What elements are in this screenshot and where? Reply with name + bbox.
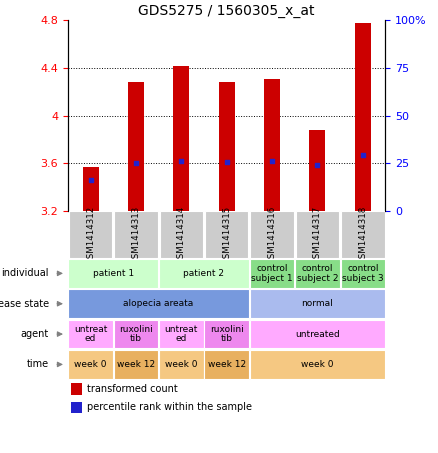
Bar [264,79,280,211]
Text: individual: individual [1,268,49,279]
Text: week 12: week 12 [208,360,246,369]
Text: control
subject 1: control subject 1 [251,264,293,283]
Text: untreat
ed: untreat ed [165,325,198,343]
Text: untreated: untreated [295,330,340,338]
Bar [250,350,385,379]
Bar [83,167,99,211]
Text: week 0: week 0 [301,360,334,369]
Bar [250,259,294,288]
Bar [69,211,112,258]
Text: patient 2: patient 2 [184,269,225,278]
Text: alopecia areata: alopecia areata [124,299,194,308]
Bar [341,211,385,258]
Point [178,157,185,164]
Text: GSM1414318: GSM1414318 [358,205,367,264]
Bar [159,259,249,288]
Bar [68,320,113,348]
Text: time: time [27,359,49,370]
Text: week 0: week 0 [74,360,107,369]
Text: week 0: week 0 [165,360,198,369]
Text: GSM1414316: GSM1414316 [268,205,276,264]
Bar [295,259,339,288]
Text: agent: agent [21,329,49,339]
Title: GDS5275 / 1560305_x_at: GDS5275 / 1560305_x_at [138,4,315,18]
Text: GSM1414312: GSM1414312 [86,205,95,264]
Text: transformed count: transformed count [87,384,178,394]
Bar [250,211,294,258]
Bar [250,320,385,348]
Bar [355,23,371,211]
Bar [159,320,204,348]
Text: disease state: disease state [0,299,49,309]
Bar [68,259,158,288]
Bar [114,320,158,348]
Text: untreat
ed: untreat ed [74,325,107,343]
Point [223,158,230,165]
Bar [173,66,189,211]
Point [87,176,94,183]
Bar [114,211,158,258]
Point [132,159,139,167]
Text: GSM1414314: GSM1414314 [177,205,186,264]
Point [314,162,321,169]
Text: ruxolini
tib: ruxolini tib [210,325,244,343]
Text: patient 1: patient 1 [93,269,134,278]
Bar [114,350,158,379]
Point [268,157,276,164]
Bar [159,211,203,258]
Point [359,151,366,159]
Bar [219,82,235,211]
Text: week 12: week 12 [117,360,155,369]
Text: percentile rank within the sample: percentile rank within the sample [87,402,252,412]
Bar [205,211,248,258]
Bar [128,82,144,211]
Text: GSM1414313: GSM1414313 [131,205,141,264]
Text: GSM1414315: GSM1414315 [222,205,231,264]
Text: normal: normal [301,299,333,308]
Bar [205,350,249,379]
Text: ruxolini
tib: ruxolini tib [119,325,153,343]
Bar [68,289,249,318]
Bar [340,259,385,288]
Bar [71,402,82,413]
Bar [71,383,82,395]
Bar [310,130,325,211]
Text: GSM1414317: GSM1414317 [313,205,322,264]
Bar [68,350,113,379]
Bar [250,289,385,318]
Bar [205,320,249,348]
Bar [296,211,339,258]
Text: control
subject 2: control subject 2 [297,264,338,283]
Text: control
subject 3: control subject 3 [342,264,384,283]
Bar [159,350,204,379]
